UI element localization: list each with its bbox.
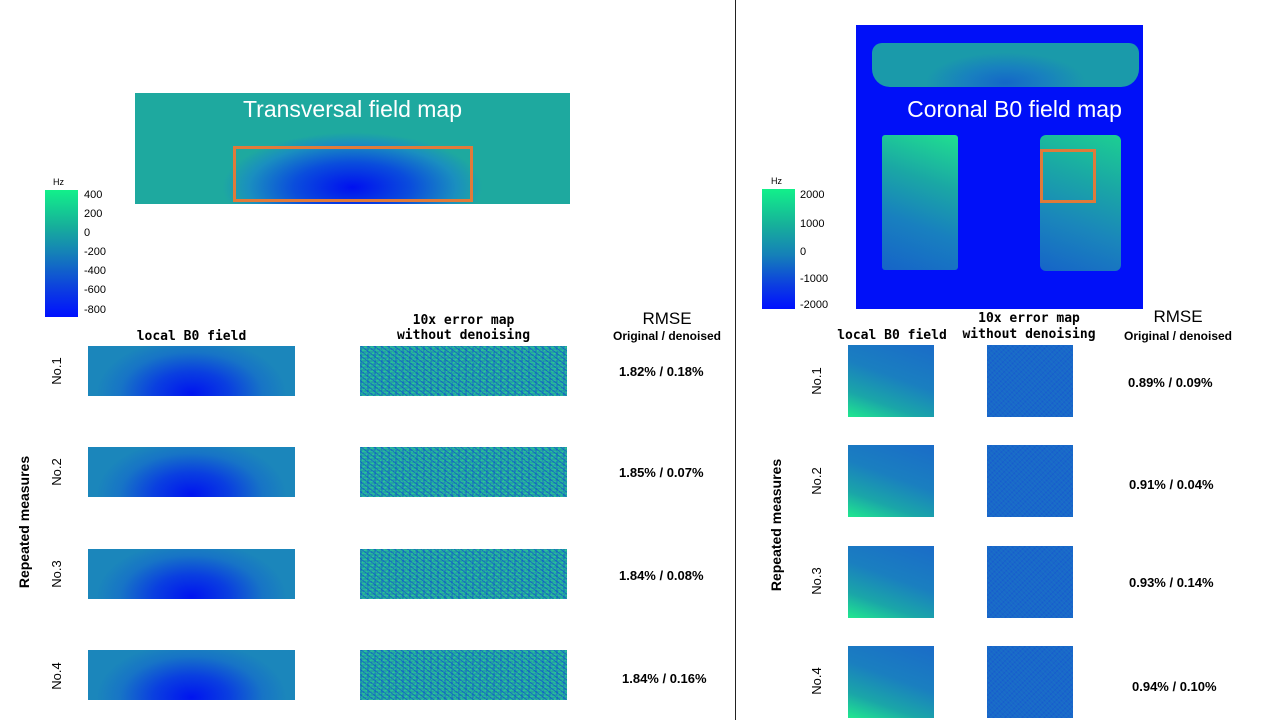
left-colorbar-tick: 0 bbox=[84, 227, 91, 239]
left-repeated-measures-label: Repeated measures bbox=[16, 455, 32, 589]
left-local-field-image bbox=[88, 650, 295, 700]
right-row-label: No.3 bbox=[809, 567, 824, 595]
right-error-map-image bbox=[987, 646, 1073, 718]
right-rmse-value: 0.93% / 0.14% bbox=[1129, 575, 1214, 590]
right-colorbar-unit: Hz bbox=[771, 176, 782, 186]
right-row-label: No.1 bbox=[809, 367, 824, 395]
left-colorbar-tick: 200 bbox=[84, 208, 103, 220]
transversal-roi-box bbox=[233, 146, 473, 202]
right-error-map-image bbox=[987, 345, 1073, 417]
left-error-map-image bbox=[360, 549, 567, 599]
left-col-local-header: local B0 field bbox=[136, 329, 247, 344]
right-rmse-subtitle: Original / denoised bbox=[1123, 329, 1233, 343]
left-colorbar-tick: -800 bbox=[84, 304, 107, 316]
left-error-map-image bbox=[360, 447, 567, 497]
right-local-field-image bbox=[848, 546, 934, 618]
left-error-map-image bbox=[360, 346, 567, 396]
coronal-field-map bbox=[856, 25, 1143, 309]
left-local-field-image bbox=[88, 549, 295, 599]
right-rmse-title: RMSE bbox=[1153, 307, 1203, 326]
right-col-local-header: local B0 field bbox=[837, 328, 947, 343]
left-error-map-image bbox=[360, 650, 567, 700]
transversal-map-title: Transversal field map bbox=[242, 96, 462, 122]
left-local-field-image bbox=[88, 346, 295, 396]
right-colorbar-tick: 1000 bbox=[800, 218, 825, 230]
right-error-map-image bbox=[987, 546, 1073, 618]
right-row-label: No.4 bbox=[809, 667, 824, 695]
right-rmse-value: 0.91% / 0.04% bbox=[1129, 477, 1214, 492]
right-repeated-measures-label: Repeated measures bbox=[768, 458, 784, 592]
left-local-field-image bbox=[88, 447, 295, 497]
left-rmse-title: RMSE bbox=[642, 309, 692, 328]
right-col-error-header-1: 10x error map bbox=[978, 311, 1080, 326]
left-colorbar-unit: Hz bbox=[53, 177, 64, 187]
left-col-error-header-2: without denoising bbox=[396, 328, 531, 343]
right-col-error-header-2: without denoising bbox=[962, 327, 1096, 342]
right-colorbar-tick: -2000 bbox=[800, 299, 829, 311]
coronal-roi-box bbox=[1040, 149, 1096, 203]
right-row-label: No.2 bbox=[809, 467, 824, 495]
left-rmse-subtitle: Original / denoised bbox=[612, 329, 722, 343]
right-colorbar bbox=[762, 189, 795, 309]
left-col-error-header-1: 10x error map bbox=[412, 313, 515, 328]
coronal-map-title: Coronal B0 field map bbox=[907, 96, 1122, 122]
right-colorbar-tick: 0 bbox=[800, 246, 807, 258]
left-rmse-value: 1.84% / 0.16% bbox=[622, 671, 707, 686]
right-rmse-value: 0.89% / 0.09% bbox=[1128, 375, 1213, 390]
left-row-label: No.4 bbox=[49, 662, 64, 690]
right-rmse-value: 0.94% / 0.10% bbox=[1132, 679, 1217, 694]
right-local-field-image bbox=[848, 445, 934, 517]
left-colorbar-tick: 400 bbox=[84, 189, 103, 201]
left-colorbar bbox=[45, 190, 78, 317]
left-row-label: No.1 bbox=[49, 357, 64, 385]
right-local-field-image bbox=[848, 646, 934, 718]
left-colorbar-tick: -200 bbox=[84, 246, 107, 258]
left-colorbar-tick: -400 bbox=[84, 265, 107, 277]
right-local-field-image bbox=[848, 345, 934, 417]
left-rmse-value: 1.85% / 0.07% bbox=[619, 465, 704, 480]
right-colorbar-tick: -1000 bbox=[800, 273, 829, 285]
panel-divider bbox=[735, 0, 736, 720]
right-colorbar-tick: 2000 bbox=[800, 189, 825, 201]
right-error-map-image bbox=[987, 445, 1073, 517]
left-colorbar-tick: -600 bbox=[84, 284, 107, 296]
left-rmse-value: 1.84% / 0.08% bbox=[619, 568, 704, 583]
left-rmse-value: 1.82% / 0.18% bbox=[619, 364, 704, 379]
left-row-label: No.2 bbox=[49, 458, 64, 486]
left-row-label: No.3 bbox=[49, 560, 64, 588]
